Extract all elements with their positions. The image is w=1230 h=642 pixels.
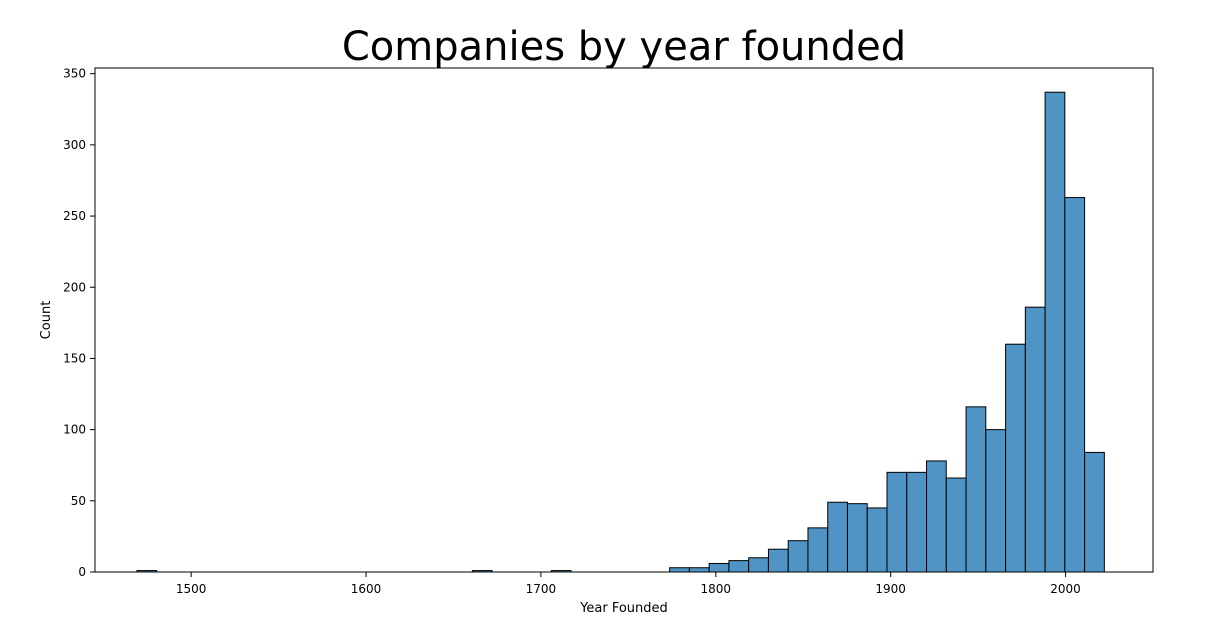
histogram-bar	[906, 471, 928, 573]
x-tick-label: 2000	[1050, 582, 1081, 596]
histogram-bar	[748, 557, 769, 573]
y-axis: 0 50 100 150 200 250 300 350	[63, 67, 95, 579]
chart-title: Companies by year founded	[342, 24, 906, 70]
x-tick-label: 1600	[351, 582, 382, 596]
histogram-bar	[767, 548, 789, 573]
histogram-bar	[807, 527, 829, 573]
histogram-bar	[965, 406, 987, 573]
histogram-bar	[985, 429, 1007, 573]
histogram-bar	[1005, 343, 1026, 573]
y-tick-label: 50	[71, 494, 86, 508]
x-axis: 1500 1600 1700 1800 1900 2000	[176, 572, 1081, 596]
y-tick-label: 100	[63, 423, 86, 437]
histogram-bar	[886, 471, 908, 573]
x-tick-label: 1700	[526, 582, 557, 596]
y-tick-label: 300	[63, 138, 86, 152]
histogram-bar	[945, 477, 967, 573]
x-tick-label: 1500	[176, 582, 207, 596]
histogram-bar	[688, 567, 710, 573]
histogram-bar	[1024, 306, 1046, 573]
histogram-bar	[1044, 91, 1066, 573]
histogram-bar	[1084, 451, 1105, 573]
histogram-bar	[827, 501, 848, 573]
histogram-bar	[708, 562, 730, 573]
y-axis-label: Count	[39, 301, 54, 340]
y-tick-label: 250	[63, 209, 86, 223]
histogram-bar	[846, 503, 868, 573]
y-tick-label: 0	[78, 565, 86, 579]
histogram-bar	[728, 560, 750, 573]
y-tick-label: 350	[63, 67, 86, 81]
y-tick-label: 200	[63, 280, 86, 294]
histogram-bar	[866, 507, 888, 573]
histogram-bar	[926, 460, 947, 573]
y-tick-label: 150	[63, 351, 86, 365]
x-tick-label: 1900	[875, 582, 906, 596]
histogram-bar	[669, 567, 690, 573]
histogram-bar	[787, 540, 809, 573]
x-tick-label: 1800	[701, 582, 732, 596]
x-axis-label: Year Founded	[579, 601, 668, 616]
bars-layer	[136, 91, 1105, 573]
plot-frame	[94, 67, 1154, 573]
histogram-bar	[1064, 197, 1086, 573]
